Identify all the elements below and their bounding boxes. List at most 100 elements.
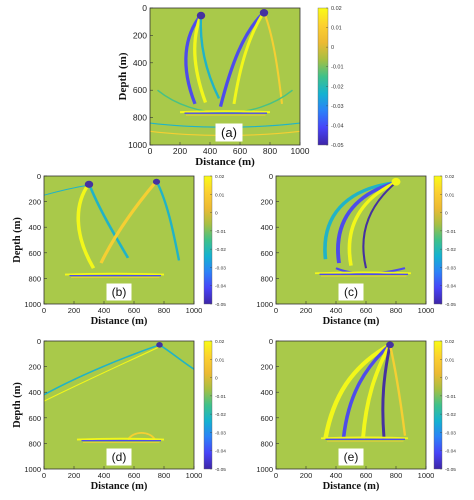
ytick-label-e: 0: [269, 337, 273, 346]
xtick-label-c: 200: [300, 306, 313, 315]
panel-e: 0 200 400 600 800 100002004006008001000Distan…: [256, 337, 456, 492]
ytick-label-b: 200: [28, 198, 41, 207]
xtick-label-a: 400: [203, 146, 217, 156]
xtick-label-c: 800: [390, 306, 403, 315]
panel-label-a: (a): [221, 125, 237, 140]
xtick-label-a: 200: [173, 146, 187, 156]
ytick-label-e: 600: [260, 414, 273, 423]
ytick-label-c: 600: [260, 249, 273, 258]
colorbar-tick-label-e: -0.02: [445, 412, 456, 418]
plot-frame-b: [43, 175, 195, 305]
panel-label-b: (b): [112, 285, 127, 299]
ytick-label-d: 800: [28, 439, 41, 448]
colorbar-tick-label-b: -0.04: [215, 284, 226, 290]
xaxis-label-c: Distance (m): [323, 316, 380, 327]
plot-frame-c: [275, 175, 427, 305]
xtick-label-e: 0: [274, 471, 278, 480]
ytick-label-c: 400: [260, 223, 273, 232]
xtick-label-d: 800: [158, 471, 171, 480]
ytick-label-b: 0: [37, 172, 41, 181]
xaxis-label-d: Distance (m): [91, 481, 148, 492]
colorbar-tick-label-c: 0.02: [445, 174, 455, 180]
plot-frame-e: [275, 340, 427, 470]
xtick-label-d: 200: [68, 471, 81, 480]
yaxis-label-a: Depth (m): [117, 52, 129, 100]
colorbar-tick-label-a: 0.02: [331, 6, 342, 12]
ytick-label-e: 400: [260, 388, 273, 397]
colorbar-tick-label-c: 0.01: [445, 192, 455, 198]
xtick-label-e: 1000: [418, 471, 435, 480]
colorbar-tick-label-b: 0.01: [215, 192, 225, 198]
panel-c: 0 200 400 600 800 100002004006008001000Distan…: [256, 172, 456, 327]
ytick-label-e: 1000: [256, 465, 273, 474]
xtick-label-c: 600: [360, 306, 373, 315]
wavefield-c: [314, 177, 412, 277]
ytick-label-a: 0: [142, 3, 147, 13]
colorbar-tick-label-d: 0.02: [215, 339, 225, 345]
colorbar-tick-label-a: -0.05: [331, 143, 344, 149]
ytick-label-c: 200: [260, 198, 273, 207]
xtick-label-b: 800: [158, 306, 171, 315]
ytick-label-b: 400: [28, 223, 41, 232]
colorbar-tick-label-c: -0.03: [445, 265, 456, 271]
ytick-label-d: 600: [28, 414, 41, 423]
panel-label-box-c: [338, 283, 364, 301]
xtick-label-d: 0: [42, 471, 46, 480]
wavefield-b: [44, 178, 181, 278]
ytick-label-d: 0: [37, 337, 41, 346]
plot-frame-a: [149, 7, 301, 146]
colorbar-tick-label-d: -0.01: [215, 394, 226, 400]
xtick-label-a: 1000: [291, 146, 310, 156]
colorbar-tick-label-e: -0.05: [445, 467, 456, 473]
xtick-label-a: 800: [263, 146, 277, 156]
colorbar-tick-label-b: -0.03: [215, 265, 226, 271]
colorbar-tick-label-d: -0.04: [215, 449, 226, 455]
wavefield-d: [44, 342, 194, 443]
ytick-label-c: 0: [269, 172, 273, 181]
ytick-label-b: 800: [28, 274, 41, 283]
colorbar-a: [317, 7, 329, 146]
colorbar-tick-label-e: -0.04: [445, 449, 456, 455]
colorbar-tick-label-b: -0.05: [215, 302, 226, 308]
xaxis-label-e: Distance (m): [323, 481, 380, 492]
panel-label-box-b: [106, 283, 132, 301]
ytick-label-a: 800: [133, 113, 147, 123]
colorbar-tick-label-e: -0.03: [445, 430, 456, 436]
wavefield-a: [150, 8, 300, 136]
wavefield-e: [320, 341, 409, 442]
colorbar-tick-label-c: -0.05: [445, 302, 456, 308]
colorbar-tick-label-e: 0.01: [445, 357, 455, 363]
ytick-label-c: 1000: [256, 300, 273, 309]
plot-background-d: [44, 341, 194, 469]
colorbar-tick-label-e: 0: [445, 376, 448, 382]
colorbar-tick-label-a: -0.01: [331, 65, 344, 71]
xtick-label-d: 400: [98, 471, 111, 480]
colorbar-tick-label-e: -0.01: [445, 394, 456, 400]
colorbar-tick-label-a: 0: [331, 45, 334, 51]
xtick-label-b: 400: [98, 306, 111, 315]
xtick-label-b: 0: [42, 306, 46, 315]
panel-b: 0 200 400 600 800 100002004006008001000Distan…: [12, 172, 226, 327]
plot-background-a: [150, 8, 300, 145]
ytick-label-d: 200: [28, 363, 41, 372]
xtick-label-a: 0: [148, 146, 153, 156]
colorbar-tick-label-b: 0.02: [215, 174, 225, 180]
colorbar-tick-label-e: 0.02: [445, 339, 455, 345]
ytick-label-e: 200: [260, 363, 273, 372]
colorbar-tick-label-d: 0: [215, 376, 218, 382]
colorbar-tick-label-d: 0.01: [215, 357, 225, 363]
colorbar-tick-label-a: -0.04: [331, 123, 344, 129]
colorbar-tick-label-a: 0.01: [331, 26, 342, 32]
colorbar-tick-label-a: -0.03: [331, 104, 344, 110]
colorbar-d: [203, 340, 213, 470]
panel-label-box-d: [106, 448, 132, 466]
colorbar-tick-label-c: -0.02: [445, 247, 456, 253]
colorbar-e: [433, 340, 443, 470]
colorbar-tick-label-b: -0.02: [215, 247, 226, 253]
xtick-label-d: 600: [128, 471, 141, 480]
ytick-label-a: 600: [133, 85, 147, 95]
panel-label-d: (d): [112, 450, 127, 464]
ytick-label-e: 800: [260, 439, 273, 448]
ytick-label-a: 1000: [128, 140, 147, 150]
